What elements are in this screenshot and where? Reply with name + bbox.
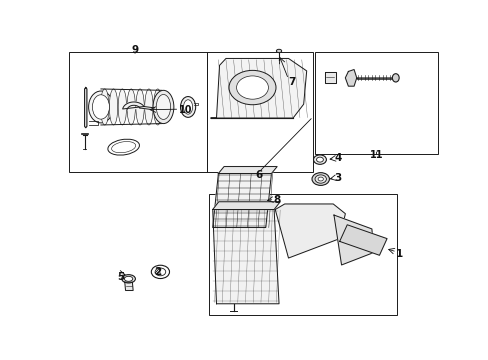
Circle shape [313, 155, 326, 164]
Ellipse shape [92, 95, 109, 119]
Polygon shape [122, 102, 154, 109]
Ellipse shape [391, 74, 398, 82]
Polygon shape [218, 167, 277, 174]
Text: 6: 6 [255, 170, 262, 180]
Text: 2: 2 [154, 267, 161, 277]
Circle shape [228, 70, 275, 105]
Circle shape [236, 76, 268, 99]
Text: 3: 3 [333, 173, 341, 183]
Polygon shape [124, 282, 133, 291]
Text: 5: 5 [117, 273, 124, 283]
Polygon shape [210, 58, 306, 118]
Ellipse shape [124, 276, 132, 281]
Circle shape [316, 157, 323, 162]
Bar [68, 51, 206, 172]
Text: 8: 8 [273, 195, 280, 205]
Ellipse shape [127, 89, 135, 125]
Text: 11: 11 [369, 150, 383, 161]
Polygon shape [333, 215, 373, 265]
Text: 1: 1 [395, 249, 402, 259]
Ellipse shape [183, 100, 192, 114]
Ellipse shape [180, 96, 195, 117]
Text: 10: 10 [179, 105, 193, 115]
Polygon shape [275, 204, 345, 258]
Ellipse shape [88, 91, 113, 123]
Ellipse shape [118, 89, 126, 125]
Bar [208, 194, 396, 315]
Polygon shape [345, 69, 356, 86]
Ellipse shape [276, 49, 281, 53]
Bar [206, 51, 312, 172]
Text: 9: 9 [131, 45, 138, 55]
Text: 4: 4 [333, 153, 341, 163]
Ellipse shape [136, 89, 144, 125]
Circle shape [311, 173, 329, 185]
Ellipse shape [153, 90, 174, 123]
Ellipse shape [144, 89, 153, 125]
Bar [314, 51, 437, 154]
Polygon shape [212, 202, 280, 210]
Polygon shape [212, 210, 279, 304]
Ellipse shape [156, 94, 170, 120]
Circle shape [314, 175, 326, 183]
Text: 7: 7 [287, 77, 295, 87]
Circle shape [317, 177, 323, 181]
Ellipse shape [153, 89, 162, 125]
Polygon shape [339, 225, 386, 255]
Ellipse shape [122, 275, 135, 283]
Polygon shape [212, 174, 271, 228]
Ellipse shape [109, 89, 118, 125]
Polygon shape [324, 72, 335, 84]
Ellipse shape [101, 89, 109, 125]
